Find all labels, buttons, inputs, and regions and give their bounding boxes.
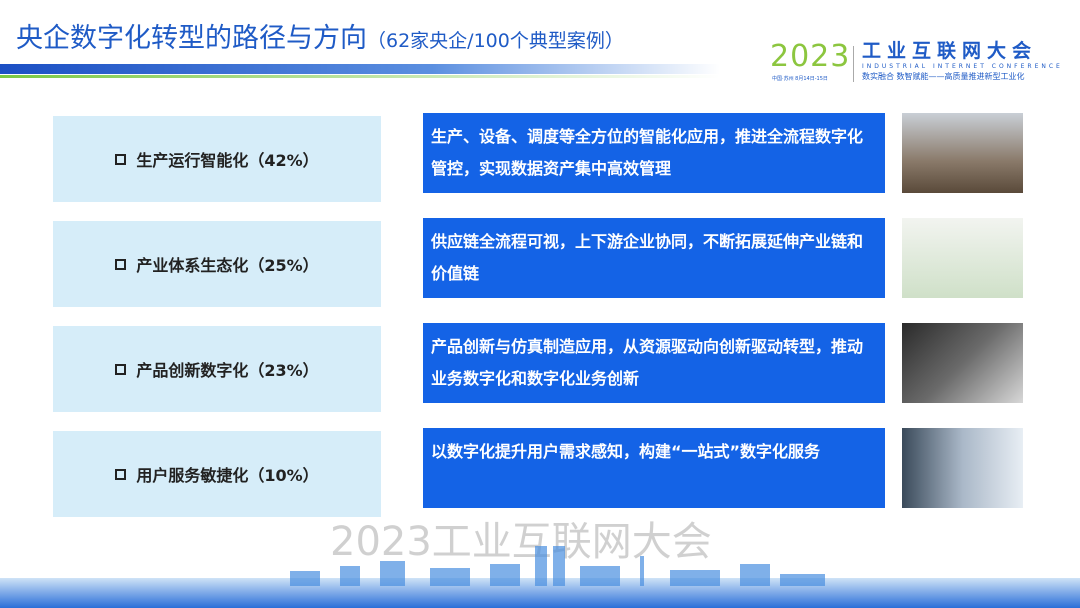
page-title: 央企数字化转型的路径与方向（62家央企/100个典型案例） bbox=[16, 23, 624, 54]
topic-description: 以数字化提升用户需求感知，构建“一站式”数字化服务 bbox=[423, 428, 885, 508]
topic-description: 供应链全流程可视，上下游企业协同，不断拓展延伸产业链和价值链 bbox=[423, 218, 885, 298]
tablet-design-photo bbox=[902, 323, 1023, 403]
businessman-chart-photo bbox=[902, 428, 1023, 508]
checkbox-icon bbox=[115, 153, 127, 165]
checkbox-icon bbox=[115, 363, 127, 375]
logo-separator bbox=[853, 46, 854, 82]
topic-row: 产品创新数字化（23%） 产品创新与仿真制造应用，从资源驱动向创新驱动转型，推动… bbox=[53, 323, 1023, 413]
topic-description: 生产、设备、调度等全方位的智能化应用，推进全流程数字化管控，实现数据资产集中高效… bbox=[423, 113, 885, 193]
page-subtitle: （62家央企/100个典型案例） bbox=[367, 30, 624, 52]
logo-slogan: 数实融合 数智赋能——高质量推进新型工业化 bbox=[862, 72, 1025, 81]
city-skyline-icon bbox=[290, 546, 825, 586]
checkbox-icon bbox=[115, 258, 127, 270]
conference-logo: 2023 中国·苏州 8月14日-15日 工业互联网大会 INDUSTRIAL … bbox=[770, 42, 1075, 86]
header-divider-blue bbox=[0, 64, 720, 74]
logo-name-en: INDUSTRIAL INTERNET CONFERENCE bbox=[862, 63, 1063, 70]
topic-description: 产品创新与仿真制造应用，从资源驱动向创新驱动转型，推动业务数字化和数字化业务创新 bbox=[423, 323, 885, 403]
topic-label: 用户服务敏捷化（10%） bbox=[53, 431, 381, 517]
topic-label: 产业体系生态化（25%） bbox=[53, 221, 381, 307]
topic-row: 用户服务敏捷化（10%） 以数字化提升用户需求感知，构建“一站式”数字化服务 bbox=[53, 428, 1023, 518]
header-divider-green bbox=[0, 75, 720, 78]
topic-label: 生产运行智能化（42%） bbox=[53, 116, 381, 202]
industrial-plant-photo bbox=[902, 113, 1023, 193]
logo-name-cn: 工业互联网大会 bbox=[862, 40, 1038, 62]
supply-chain-illustration bbox=[902, 218, 1023, 298]
logo-year: 2023 bbox=[770, 39, 851, 74]
logo-location: 中国·苏州 8月14日-15日 bbox=[772, 76, 828, 82]
topic-label: 产品创新数字化（23%） bbox=[53, 326, 381, 412]
topic-row: 产业体系生态化（25%） 供应链全流程可视，上下游企业协同，不断拓展延伸产业链和… bbox=[53, 218, 1023, 308]
topic-row: 生产运行智能化（42%） 生产、设备、调度等全方位的智能化应用，推进全流程数字化… bbox=[53, 113, 1023, 203]
checkbox-icon bbox=[115, 468, 127, 480]
